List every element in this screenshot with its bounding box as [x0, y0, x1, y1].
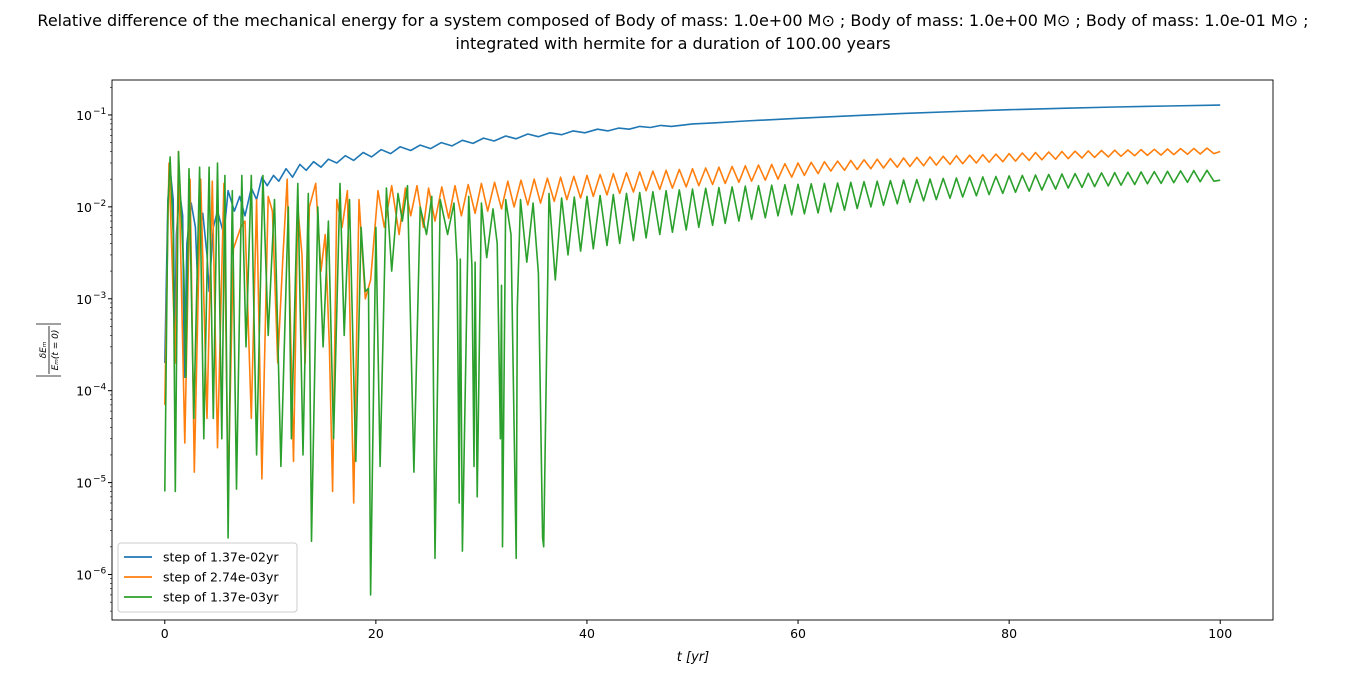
y-label-denominator: Eₘ(t = 0) [51, 330, 61, 371]
y-tick-exponent: −2 [93, 199, 106, 209]
y-tick-label: 10 [76, 108, 92, 123]
series-line-3 [164, 150, 1221, 596]
y-tick-exponent: −3 [93, 291, 106, 301]
x-tick-label: 0 [161, 626, 169, 641]
legend-label-3: step of 1.37e-03yr [163, 590, 279, 605]
y-tick-label: 10 [76, 200, 92, 215]
x-axis-label: t [yr] [677, 650, 709, 665]
y-tick-label: 10 [76, 568, 92, 583]
y-tick-label: 10 [76, 384, 92, 399]
y-axis-label: δEₘ Eₘ(t = 0) [36, 323, 61, 377]
x-tick-label: 60 [790, 626, 806, 641]
y-label-numerator: δEₘ [39, 341, 49, 358]
x-tick-label: 80 [1001, 626, 1017, 641]
series-layer [164, 104, 1221, 596]
y-tick-label: 10 [76, 476, 92, 491]
series-line-2 [164, 147, 1221, 504]
y-tick-exponent: −6 [93, 567, 107, 577]
y-tick-exponent: −1 [93, 107, 106, 117]
legend-label-1: step of 1.37e-02yr [163, 550, 279, 565]
x-tick-label: 40 [579, 626, 595, 641]
legend: step of 1.37e-02yr step of 2.74e-03yr step… [117, 542, 298, 613]
y-tick-exponent: −5 [93, 475, 106, 485]
x-tick-label: 100 [1208, 626, 1232, 641]
y-tick-label: 10 [76, 292, 92, 307]
y-tick-exponent: −4 [93, 383, 107, 393]
legend-label-2: step of 2.74e-03yr [163, 570, 279, 585]
plot-frame [111, 79, 1274, 621]
y-axis: 10−610−510−410−310−210−1 [76, 86, 112, 612]
x-tick-label: 20 [368, 626, 384, 641]
chart-title-line-1: Relative difference of the mechanical en… [37, 11, 1308, 30]
chart-title-line-2: integrated with hermite for a duration o… [455, 34, 890, 53]
x-axis: 0 20 40 60 80 100 [161, 620, 1232, 641]
